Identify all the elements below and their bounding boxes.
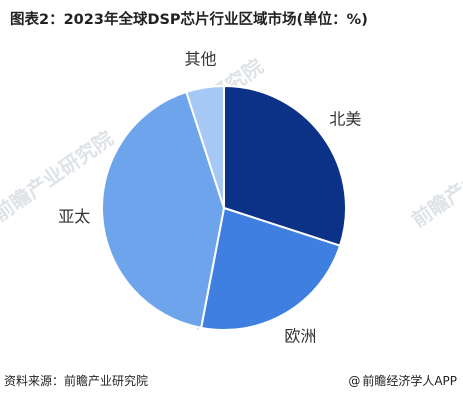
chart-title: 图表2：2023年全球DSP芯片行业区域市场(单位：%) — [10, 12, 368, 28]
pie-slice-2 — [199, 206, 342, 331]
pie-slices — [101, 84, 347, 331]
pie-label-1: 北美 — [329, 109, 361, 128]
brand-name: 前瞻经济学人APP — [362, 374, 457, 388]
pie-label-3: 亚太 — [58, 207, 90, 226]
source-note: 资料来源：前瞻产业研究院 — [4, 374, 149, 388]
pie-slice-4 — [185, 84, 225, 209]
pie-slice-1 — [223, 84, 347, 247]
brand-credit: @ 前瞻经济学人APP — [348, 372, 457, 389]
pie-label-2: 欧洲 — [284, 327, 316, 346]
pie-label-4: 其他 — [185, 49, 217, 68]
pie-slice-3 — [101, 90, 226, 330]
brand-symbol: @ — [348, 374, 361, 388]
